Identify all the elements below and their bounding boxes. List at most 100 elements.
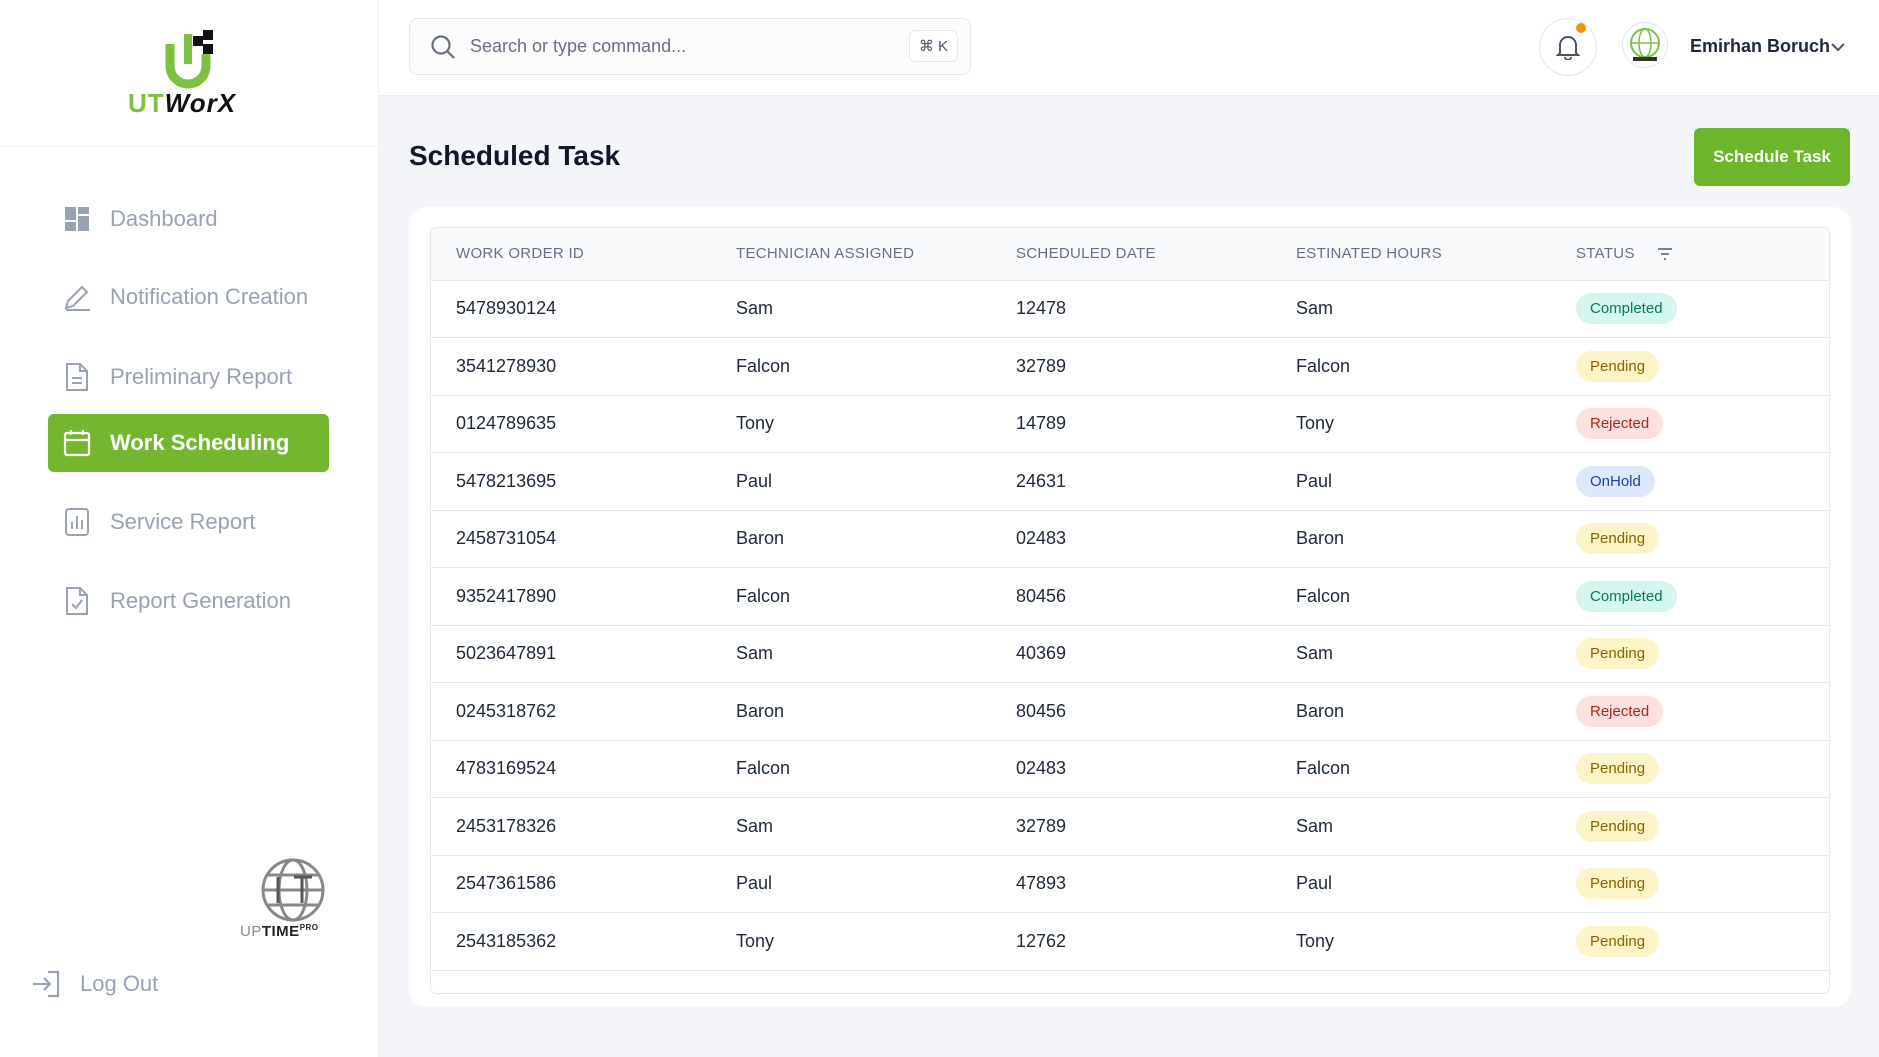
header-work-order-id[interactable]: WORK ORDER ID	[431, 228, 711, 281]
work-order-id-cell: 4783169524	[431, 740, 711, 798]
technician-cell: Falcon	[711, 337, 991, 396]
search-icon	[431, 34, 455, 59]
table-row[interactable]: 0245318762 Baron 80456 Baron Rejected	[431, 682, 1829, 741]
sidebar: UTWorX Dashboard Notification Creation P…	[0, 0, 379, 1057]
estimated-hours-cell: Baron	[1271, 682, 1551, 741]
filter-icon[interactable]	[1657, 247, 1673, 261]
brand-logo[interactable]: UTWorX	[0, 0, 379, 147]
technician-cell: Sam	[711, 797, 991, 856]
header-status-label: STATUS	[1576, 245, 1635, 263]
table-row[interactable]: 2453178326 Sam 32789 Sam Pending	[431, 797, 1829, 856]
estimated-hours-cell: Baron	[1271, 510, 1551, 568]
topbar: ⌘ K Emirhan Boruch	[379, 0, 1879, 96]
search-bar[interactable]: ⌘ K	[409, 18, 971, 75]
table-row[interactable]: 2458731054 Baron 02483 Baron Pending	[431, 510, 1829, 568]
sidebar-item-work-scheduling[interactable]: Work Scheduling	[48, 414, 329, 472]
status-badge: Pending	[1576, 810, 1660, 842]
uptime-wordmark: UPTIMEPRO	[240, 923, 319, 940]
technician-cell: Falcon	[711, 567, 991, 626]
header-technician-assigned[interactable]: TECHNICIAN ASSIGNED	[711, 228, 991, 281]
technician-cell: Falcon	[711, 740, 991, 798]
sidebar-item-preliminary-report[interactable]: Preliminary Report	[48, 348, 329, 406]
utworx-logo-icon	[165, 30, 213, 89]
status-badge: Pending	[1576, 350, 1660, 382]
logout-button[interactable]: Log Out	[30, 968, 158, 1000]
work-order-id-cell: 0245318762	[431, 682, 711, 741]
scheduled-date-cell: 02483	[991, 510, 1271, 568]
status-cell: Rejected	[1551, 682, 1829, 741]
status-cell: Pending	[1551, 740, 1829, 798]
table-row[interactable]: 2547361586 Paul 47893 Paul Pending	[431, 855, 1829, 913]
user-name[interactable]: Emirhan Boruch	[1690, 36, 1831, 56]
status-cell: Completed	[1551, 567, 1829, 626]
status-cell: Completed	[1551, 280, 1829, 338]
status-cell: Pending	[1551, 625, 1829, 683]
estimated-hours-cell: Paul	[1271, 855, 1551, 913]
technician-cell: Paul	[711, 855, 991, 913]
technician-cell: Sam	[711, 280, 991, 338]
status-badge: Pending	[1576, 523, 1660, 555]
work-order-id-cell: 5023647891	[431, 625, 711, 683]
technician-cell: Sam	[711, 625, 991, 683]
schedule-task-button[interactable]: Schedule Task	[1694, 128, 1850, 186]
avatar[interactable]	[1622, 22, 1668, 68]
status-badge: OnHold	[1576, 465, 1655, 497]
chevron-down-icon[interactable]	[1829, 38, 1847, 56]
uptime-avatar-icon	[1630, 28, 1660, 61]
sidebar-item-service-report[interactable]: Service Report	[48, 493, 329, 551]
header-estimated-hours[interactable]: ESTINATED HOURS	[1271, 228, 1551, 281]
table-row[interactable]: 4783169524 Falcon 02483 Falcon Pending	[431, 740, 1829, 798]
work-order-id-cell: 5478930124	[431, 280, 711, 338]
status-badge: Pending	[1576, 868, 1660, 900]
estimated-hours-cell: Tony	[1271, 912, 1551, 971]
notification-dot	[1576, 23, 1586, 33]
scheduled-date-cell: 47893	[991, 855, 1271, 913]
estimated-hours-cell: Sam	[1271, 625, 1551, 683]
technician-cell: Tony	[711, 395, 991, 453]
table-body: 5478930124 Sam 12478 Sam Completed 3541278930…	[431, 280, 1829, 971]
status-badge: Completed	[1576, 580, 1677, 612]
status-cell: Pending	[1551, 510, 1829, 568]
table-row[interactable]: 5478930124 Sam 12478 Sam Completed	[431, 280, 1829, 338]
table-row[interactable]: 5023647891 Sam 40369 Sam Pending	[431, 625, 1829, 683]
sidebar-item-notification-creation[interactable]: Notification Creation	[48, 268, 329, 326]
scheduled-date-cell: 40369	[991, 625, 1271, 683]
status-badge: Rejected	[1576, 695, 1664, 727]
technician-cell: Baron	[711, 510, 991, 568]
scheduled-date-cell: 24631	[991, 452, 1271, 511]
table-row[interactable]: 2543185362 Tony 12762 Tony Pending	[431, 912, 1829, 971]
uptime-pro-logo: UPTIMEPRO	[240, 855, 350, 945]
work-order-id-cell: 2543185362	[431, 912, 711, 971]
sidebar-item-label: Report Generation	[110, 588, 291, 613]
sidebar-item-label: Service Report	[110, 509, 256, 534]
header-scheduled-date[interactable]: SCHEDULED DATE	[991, 228, 1271, 281]
status-badge: Pending	[1576, 753, 1660, 785]
table-row[interactable]: 5478213695 Paul 24631 Paul OnHold	[431, 452, 1829, 511]
table-card: WORK ORDER ID TECHNICIAN ASSIGNED SCHEDU…	[409, 207, 1851, 1007]
globe-icon	[261, 858, 325, 922]
keyboard-shortcut-badge: ⌘ K	[908, 30, 958, 62]
table-row[interactable]: 0124789635 Tony 14789 Tony Rejected	[431, 395, 1829, 453]
estimated-hours-cell: Tony	[1271, 395, 1551, 453]
brand-wordmark: UTWorX	[128, 88, 237, 118]
estimated-hours-cell: Paul	[1271, 452, 1551, 511]
search-input[interactable]	[470, 36, 890, 57]
estimated-hours-cell: Falcon	[1271, 337, 1551, 396]
estimated-hours-cell: Falcon	[1271, 740, 1551, 798]
bar-chart-icon	[62, 507, 92, 537]
tasks-table-container: WORK ORDER ID TECHNICIAN ASSIGNED SCHEDU…	[430, 227, 1830, 994]
header-status[interactable]: STATUS	[1551, 228, 1829, 281]
work-order-id-cell: 0124789635	[431, 395, 711, 453]
logout-label: Log Out	[80, 971, 159, 996]
document-check-icon	[62, 586, 92, 616]
status-cell: Pending	[1551, 337, 1829, 396]
status-badge: Completed	[1576, 293, 1677, 325]
sidebar-item-dashboard[interactable]: Dashboard	[48, 190, 329, 248]
sidebar-item-report-generation[interactable]: Report Generation	[48, 572, 329, 630]
notification-button[interactable]	[1539, 18, 1597, 76]
technician-cell: Tony	[711, 912, 991, 971]
scheduled-date-cell: 12762	[991, 912, 1271, 971]
table-row[interactable]: 3541278930 Falcon 32789 Falcon Pending	[431, 337, 1829, 396]
table-row[interactable]: 9352417890 Falcon 80456 Falcon Completed	[431, 567, 1829, 626]
work-order-id-cell: 2458731054	[431, 510, 711, 568]
